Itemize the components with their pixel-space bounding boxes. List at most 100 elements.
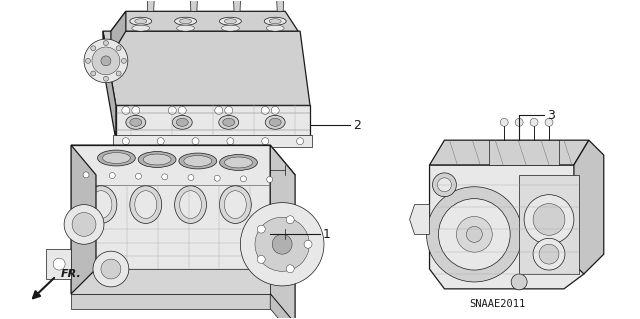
Circle shape	[104, 76, 108, 81]
Polygon shape	[46, 249, 71, 279]
Ellipse shape	[135, 191, 157, 219]
Text: FR.: FR.	[61, 269, 82, 279]
Circle shape	[257, 225, 265, 233]
Ellipse shape	[225, 157, 252, 168]
Ellipse shape	[130, 186, 162, 223]
Ellipse shape	[176, 118, 188, 126]
Circle shape	[101, 259, 121, 279]
Circle shape	[83, 172, 89, 178]
Text: 3: 3	[547, 109, 555, 122]
Ellipse shape	[130, 118, 142, 126]
Circle shape	[92, 47, 120, 75]
Polygon shape	[270, 294, 295, 319]
Polygon shape	[113, 135, 312, 147]
Polygon shape	[103, 31, 116, 140]
Ellipse shape	[132, 25, 150, 31]
Circle shape	[168, 107, 176, 115]
Ellipse shape	[97, 150, 135, 166]
Text: 1: 1	[323, 228, 331, 241]
Circle shape	[192, 138, 199, 145]
Ellipse shape	[143, 154, 171, 165]
Polygon shape	[276, 0, 284, 11]
Ellipse shape	[180, 19, 191, 24]
Ellipse shape	[179, 153, 217, 169]
Ellipse shape	[135, 19, 147, 24]
Circle shape	[91, 71, 96, 76]
Text: SNAAE2011: SNAAE2011	[469, 299, 525, 309]
Circle shape	[539, 244, 559, 264]
Circle shape	[179, 107, 186, 115]
Circle shape	[109, 173, 115, 179]
Ellipse shape	[177, 25, 195, 31]
Circle shape	[122, 138, 129, 145]
Circle shape	[304, 240, 312, 248]
Ellipse shape	[184, 156, 212, 167]
Polygon shape	[71, 145, 295, 175]
Circle shape	[530, 118, 538, 126]
Circle shape	[271, 107, 279, 115]
Circle shape	[104, 41, 108, 46]
Circle shape	[72, 212, 96, 236]
Circle shape	[438, 199, 510, 270]
Circle shape	[215, 107, 223, 115]
Ellipse shape	[265, 115, 285, 129]
Polygon shape	[71, 269, 270, 294]
Ellipse shape	[220, 186, 252, 223]
Circle shape	[122, 58, 126, 63]
Circle shape	[500, 118, 508, 126]
Circle shape	[132, 107, 140, 115]
Circle shape	[116, 46, 121, 51]
Circle shape	[53, 258, 65, 270]
Polygon shape	[270, 145, 295, 319]
Ellipse shape	[90, 191, 112, 219]
Ellipse shape	[223, 118, 235, 126]
Ellipse shape	[138, 152, 176, 167]
Circle shape	[214, 175, 220, 181]
Circle shape	[136, 173, 141, 179]
Circle shape	[157, 138, 164, 145]
Circle shape	[162, 174, 168, 180]
Ellipse shape	[221, 25, 239, 31]
Polygon shape	[410, 204, 429, 234]
Circle shape	[272, 234, 292, 254]
Circle shape	[438, 178, 451, 192]
Polygon shape	[574, 140, 604, 274]
Circle shape	[515, 118, 523, 126]
Circle shape	[101, 56, 111, 66]
Ellipse shape	[175, 17, 196, 25]
Ellipse shape	[219, 115, 239, 129]
Ellipse shape	[102, 152, 131, 163]
Circle shape	[261, 107, 269, 115]
Ellipse shape	[175, 186, 207, 223]
Text: 2: 2	[353, 119, 361, 132]
Circle shape	[286, 265, 294, 273]
Polygon shape	[190, 0, 198, 11]
Polygon shape	[71, 145, 270, 294]
Circle shape	[241, 176, 246, 182]
Circle shape	[122, 107, 130, 115]
Circle shape	[262, 138, 269, 145]
Circle shape	[241, 203, 324, 286]
Ellipse shape	[266, 25, 284, 31]
Polygon shape	[111, 11, 126, 56]
Circle shape	[255, 217, 309, 271]
Polygon shape	[71, 294, 270, 309]
Circle shape	[64, 204, 104, 244]
Polygon shape	[111, 11, 298, 31]
Circle shape	[227, 138, 234, 145]
Circle shape	[267, 177, 273, 182]
Circle shape	[188, 174, 194, 181]
Circle shape	[296, 138, 303, 145]
Circle shape	[545, 118, 553, 126]
Circle shape	[116, 71, 121, 76]
Polygon shape	[147, 0, 155, 11]
Polygon shape	[71, 145, 96, 294]
Circle shape	[533, 238, 565, 270]
Ellipse shape	[225, 19, 236, 24]
Polygon shape	[103, 31, 310, 106]
Ellipse shape	[225, 191, 246, 219]
Circle shape	[533, 204, 565, 235]
Ellipse shape	[220, 154, 257, 170]
Circle shape	[456, 217, 492, 252]
Polygon shape	[429, 165, 584, 289]
